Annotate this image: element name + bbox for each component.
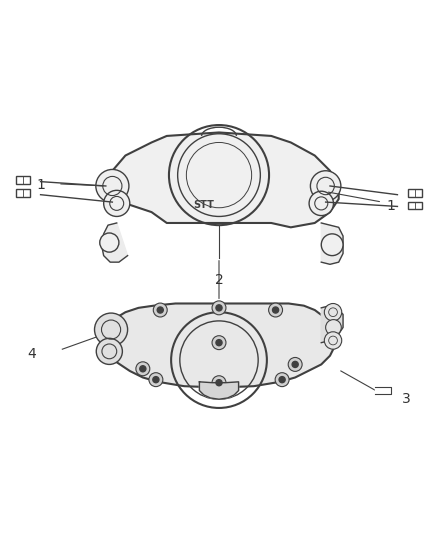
Text: 1: 1 <box>36 177 45 192</box>
Polygon shape <box>199 382 239 399</box>
Circle shape <box>136 362 150 376</box>
Circle shape <box>212 376 226 390</box>
Polygon shape <box>104 303 334 387</box>
Text: 3: 3 <box>402 392 410 406</box>
FancyBboxPatch shape <box>16 189 30 197</box>
Circle shape <box>212 301 226 315</box>
Circle shape <box>153 303 167 317</box>
Polygon shape <box>102 223 127 262</box>
Polygon shape <box>104 133 339 228</box>
Text: 2: 2 <box>215 273 223 287</box>
Circle shape <box>212 336 226 350</box>
Circle shape <box>216 379 222 386</box>
Circle shape <box>104 190 130 216</box>
Circle shape <box>140 366 146 372</box>
FancyBboxPatch shape <box>408 201 422 209</box>
Circle shape <box>324 332 342 349</box>
Circle shape <box>153 377 159 383</box>
Circle shape <box>272 307 279 313</box>
Circle shape <box>288 358 302 372</box>
Circle shape <box>96 169 129 203</box>
FancyBboxPatch shape <box>408 189 422 197</box>
Circle shape <box>309 191 333 215</box>
Text: 4: 4 <box>28 346 36 360</box>
Circle shape <box>96 338 122 365</box>
Circle shape <box>311 171 341 201</box>
Circle shape <box>279 377 285 383</box>
FancyBboxPatch shape <box>16 176 30 184</box>
Text: 1: 1 <box>386 199 396 213</box>
Circle shape <box>216 305 222 311</box>
Circle shape <box>149 373 163 386</box>
Circle shape <box>325 320 341 335</box>
Text: STT: STT <box>193 200 214 210</box>
Circle shape <box>321 234 343 256</box>
Circle shape <box>95 313 127 346</box>
Circle shape <box>275 373 289 386</box>
Circle shape <box>324 303 342 321</box>
Circle shape <box>216 340 222 346</box>
Circle shape <box>100 233 119 252</box>
Polygon shape <box>375 387 391 393</box>
Circle shape <box>292 361 298 367</box>
Polygon shape <box>321 223 343 264</box>
Circle shape <box>157 307 163 313</box>
Polygon shape <box>321 305 343 343</box>
Circle shape <box>268 303 283 317</box>
